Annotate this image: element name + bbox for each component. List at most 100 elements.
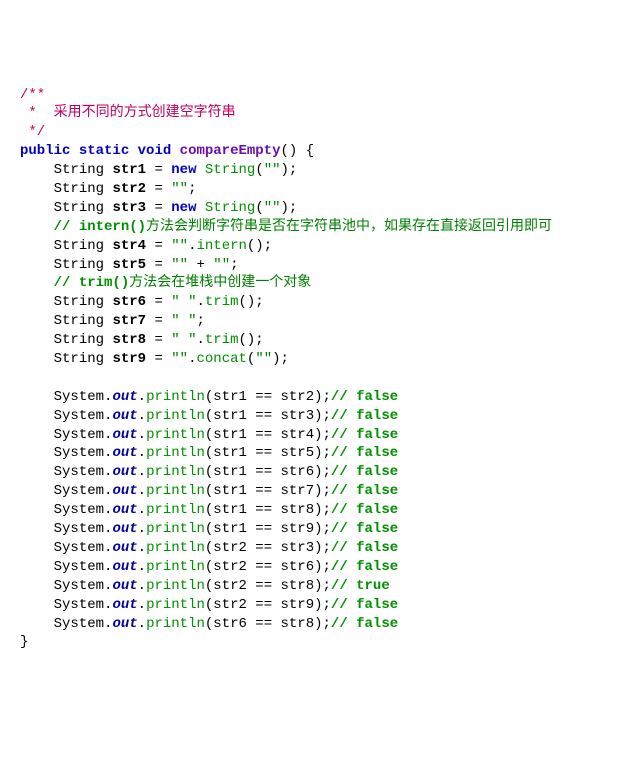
arg: str1	[213, 445, 247, 461]
method: trim	[205, 294, 239, 310]
keyword-static: static	[79, 143, 129, 159]
sys: System	[54, 578, 104, 594]
out-field: out	[112, 389, 137, 405]
str: ""	[255, 351, 272, 367]
eq: =	[146, 257, 171, 273]
sys: System	[54, 389, 104, 405]
str: " "	[171, 332, 196, 348]
comment: // false	[331, 427, 398, 443]
comment: // false	[331, 464, 398, 480]
println: println	[146, 540, 205, 556]
type: String	[54, 313, 104, 329]
var: str7	[112, 313, 146, 329]
type: String	[54, 294, 104, 310]
println: println	[146, 559, 205, 575]
eq: =	[146, 294, 171, 310]
str: ""	[264, 200, 281, 216]
arg: str2	[213, 559, 247, 575]
eqeq: ==	[247, 445, 281, 461]
kw-new: new	[171, 162, 196, 178]
arg: str2	[213, 540, 247, 556]
comment: // false	[331, 445, 398, 461]
sys: System	[54, 559, 104, 575]
eqeq: ==	[247, 408, 281, 424]
eq: =	[146, 313, 171, 329]
type: String	[54, 351, 104, 367]
eqeq: ==	[247, 483, 281, 499]
println: println	[146, 597, 205, 613]
out-field: out	[112, 597, 137, 613]
out-field: out	[112, 559, 137, 575]
var: str9	[112, 351, 146, 367]
type: String	[54, 162, 104, 178]
eq: =	[146, 162, 171, 178]
eqeq: ==	[247, 502, 281, 518]
arg: str8	[281, 578, 315, 594]
out-field: out	[112, 427, 137, 443]
arg: str8	[281, 502, 315, 518]
comment: // false	[331, 616, 398, 632]
println: println	[146, 483, 205, 499]
comment: // true	[331, 578, 390, 594]
str: ""	[264, 162, 281, 178]
sys: System	[54, 445, 104, 461]
println: println	[146, 502, 205, 518]
sys: System	[54, 597, 104, 613]
type: String	[54, 332, 104, 348]
arg: str1	[213, 464, 247, 480]
eq: =	[146, 181, 171, 197]
code-block: /** * 采用不同的方式创建空字符串 */ public static voi…	[20, 86, 620, 653]
method: concat	[196, 351, 246, 367]
comment: // false	[331, 389, 398, 405]
eqeq: ==	[247, 427, 281, 443]
comment: // trim()	[54, 275, 130, 291]
eqeq: ==	[247, 389, 281, 405]
comment: // false	[331, 559, 398, 575]
method-name: compareEmpty	[180, 143, 281, 159]
out-field: out	[112, 445, 137, 461]
println: println	[146, 389, 205, 405]
str: " "	[171, 294, 196, 310]
comment: // false	[331, 597, 398, 613]
comment: // intern()	[54, 219, 146, 235]
println: println	[146, 408, 205, 424]
arg: str8	[281, 616, 315, 632]
comment: // false	[331, 502, 398, 518]
ctor: String	[205, 162, 255, 178]
arg: str5	[281, 445, 315, 461]
sys: System	[54, 483, 104, 499]
sys: System	[54, 616, 104, 632]
sys: System	[54, 464, 104, 480]
println: println	[146, 464, 205, 480]
type: String	[54, 257, 104, 273]
type: String	[54, 181, 104, 197]
kw-new: new	[171, 200, 196, 216]
arg: str1	[213, 502, 247, 518]
keyword-void: void	[138, 143, 172, 159]
var: str2	[112, 181, 146, 197]
sys: System	[54, 427, 104, 443]
str: ""	[171, 257, 188, 273]
sys: System	[54, 521, 104, 537]
str: ""	[171, 351, 188, 367]
out-field: out	[112, 578, 137, 594]
eqeq: ==	[247, 521, 281, 537]
arg: str2	[213, 578, 247, 594]
println: println	[146, 427, 205, 443]
arg: str4	[281, 427, 315, 443]
eq: =	[146, 238, 171, 254]
sys: System	[54, 540, 104, 556]
close-brace: }	[20, 634, 28, 650]
comment: // false	[331, 483, 398, 499]
eq: =	[146, 351, 171, 367]
str: " "	[171, 313, 196, 329]
plus: +	[188, 257, 213, 273]
eqeq: ==	[247, 616, 281, 632]
comment: // false	[331, 540, 398, 556]
sig-open: () {	[281, 143, 315, 159]
arg: str3	[281, 408, 315, 424]
out-field: out	[112, 540, 137, 556]
arg: str2	[213, 597, 247, 613]
arg: str2	[281, 389, 315, 405]
println: println	[146, 521, 205, 537]
